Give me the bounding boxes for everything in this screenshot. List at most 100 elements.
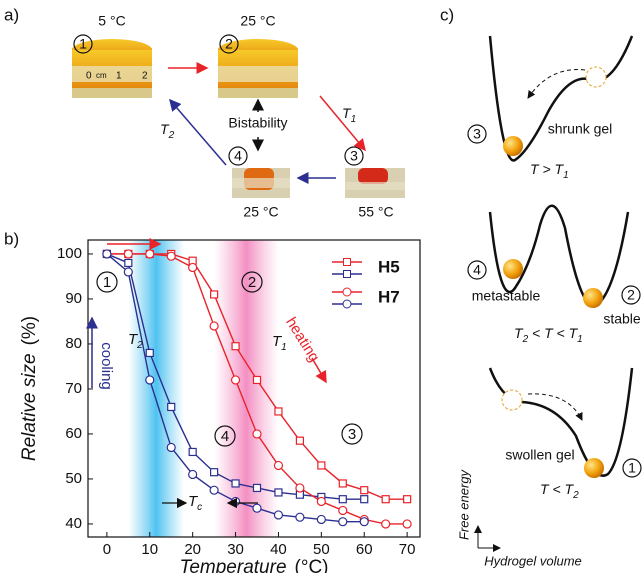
y-tick-label: 80 xyxy=(65,335,82,352)
step-number: 4 xyxy=(221,428,229,445)
state-number: 3 xyxy=(473,126,481,142)
x-tick-label: 0 xyxy=(103,541,111,558)
sub: 2 xyxy=(572,490,579,501)
ball xyxy=(503,259,523,279)
x-axis-label: Hydrogel volume xyxy=(484,553,582,568)
sub: 2 xyxy=(136,340,143,351)
ball xyxy=(583,288,603,308)
ball-ghost xyxy=(502,390,522,410)
arrow xyxy=(312,358,326,382)
marker xyxy=(124,250,132,258)
x-tick-label: 30 xyxy=(227,541,244,558)
photo xyxy=(232,168,290,198)
ruler-label: cm xyxy=(96,71,107,80)
panel-label: b) xyxy=(4,229,19,248)
sub: 1 xyxy=(351,114,357,125)
marker xyxy=(404,496,411,503)
marker xyxy=(275,408,282,415)
sub: 1 xyxy=(281,342,287,353)
y-axis-label: Relative size(%) xyxy=(19,316,40,461)
sub: 1 xyxy=(577,334,583,345)
marker xyxy=(232,480,239,487)
ruler-label: 0 xyxy=(86,71,92,82)
state-number: 1 xyxy=(628,460,636,476)
t: < T < T xyxy=(528,325,578,341)
marker xyxy=(296,484,304,492)
legend-marker xyxy=(344,271,351,278)
marker xyxy=(296,513,304,521)
marker xyxy=(189,470,197,478)
marker xyxy=(125,259,132,266)
marker xyxy=(382,520,390,528)
y-tick-label: 60 xyxy=(65,425,82,442)
step-number: 2 xyxy=(248,274,256,291)
marker xyxy=(274,511,282,519)
legend-marker xyxy=(344,259,351,266)
heating-band xyxy=(214,240,278,537)
y-tick-label: 70 xyxy=(65,380,82,397)
x-tick-label: 50 xyxy=(313,541,330,558)
marker xyxy=(189,263,197,271)
heating-label: heating xyxy=(282,314,322,365)
sub: c xyxy=(197,502,202,513)
move-arrow xyxy=(528,394,582,420)
marker xyxy=(232,343,239,350)
photo xyxy=(345,168,405,198)
marker xyxy=(317,497,325,505)
legend-marker xyxy=(343,288,351,296)
marker xyxy=(382,496,389,503)
step-number: 3 xyxy=(348,426,356,443)
marker xyxy=(403,520,411,528)
marker xyxy=(210,486,218,494)
ball-ghost xyxy=(586,67,606,87)
marker xyxy=(339,480,346,487)
marker xyxy=(103,250,111,258)
marker xyxy=(189,448,196,455)
y-axis-title: Relative size xyxy=(19,353,40,461)
move-arrow xyxy=(528,70,585,98)
bistability: Bistability xyxy=(228,115,287,131)
step-number: 1 xyxy=(79,36,87,52)
t1-label: T1 xyxy=(342,105,356,125)
ruler-label: 1 xyxy=(116,71,122,82)
x-axis-title: Temperature xyxy=(179,557,286,573)
panel-c: c) 3 shrunk gel T > T1 4 2 metastable st… xyxy=(440,5,641,568)
step-number: 3 xyxy=(350,148,358,164)
x-tick-label: 20 xyxy=(184,541,201,558)
state-name: shrunk gel xyxy=(548,121,613,137)
y-tick-label: 90 xyxy=(65,290,82,307)
marker xyxy=(146,250,154,258)
legend-label: H7 xyxy=(378,287,400,306)
marker xyxy=(146,349,153,356)
marker xyxy=(339,506,347,514)
marker xyxy=(275,489,282,496)
marker xyxy=(339,518,347,526)
marker xyxy=(339,496,346,503)
t: T > T xyxy=(530,161,565,177)
ball xyxy=(584,458,604,478)
marker xyxy=(167,443,175,451)
sub: 2 xyxy=(168,130,175,141)
marker xyxy=(317,515,325,523)
marker xyxy=(253,504,261,512)
x-tick-label: 70 xyxy=(399,541,416,558)
x-axis-unit: (°C) xyxy=(295,557,329,573)
state-name: swollen gel xyxy=(505,447,574,463)
x-axis-label: Temperature (°C) xyxy=(179,557,328,573)
marker xyxy=(146,376,154,384)
step-number: 4 xyxy=(234,148,242,164)
marker xyxy=(360,518,368,526)
y-tick-label: 50 xyxy=(65,470,82,487)
marker xyxy=(274,461,282,469)
x-tick-label: 10 xyxy=(141,541,158,558)
sub: 1 xyxy=(563,170,569,181)
condition: T > T1 xyxy=(530,161,569,181)
t2-label: T2 xyxy=(160,121,175,141)
marker xyxy=(211,469,218,476)
marker xyxy=(211,291,218,298)
y-tick-label: 100 xyxy=(57,245,82,262)
panel-label: c) xyxy=(440,5,454,24)
temperature: 5 °C xyxy=(98,13,125,29)
step-number: 1 xyxy=(103,274,111,291)
